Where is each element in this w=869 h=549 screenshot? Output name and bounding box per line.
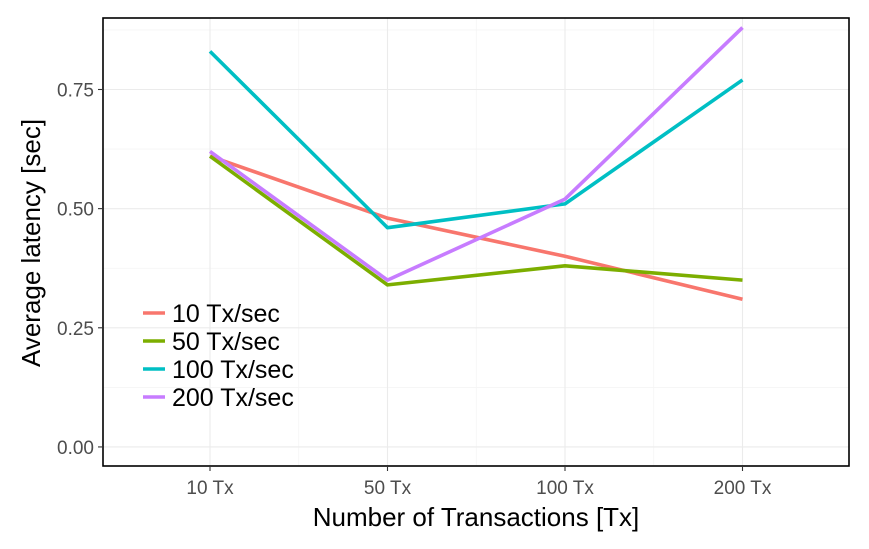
y-tick-label: 0.25 <box>57 319 94 340</box>
series-line-3 <box>208 50 744 230</box>
legend-label-2: 50 Tx/sec <box>172 328 280 356</box>
y-tick-label: 0.00 <box>57 438 94 459</box>
legend-label-1: 10 Tx/sec <box>172 300 280 328</box>
series-line-1 <box>209 154 743 301</box>
series-line-2 <box>208 154 743 287</box>
x-tick-label: 50 Tx <box>364 478 412 499</box>
plot-border <box>102 17 850 467</box>
legend-label-4: 200 Tx/sec <box>172 384 294 412</box>
y-axis: 0.00 0.25 0.50 0.75 <box>57 80 103 459</box>
y-axis-title: Average latency [sec] <box>16 119 46 367</box>
grid <box>103 18 849 466</box>
x-axis-title: Number of Transactions [Tx] <box>313 502 640 532</box>
x-tick-label: 200 Tx <box>714 478 772 499</box>
x-axis: 10 Tx 50 Tx 100 Tx 200 Tx <box>186 466 772 499</box>
series-line-4 <box>208 26 744 282</box>
series-lines <box>208 26 744 301</box>
legend-label-3: 100 Tx/sec <box>172 356 294 384</box>
y-tick-label: 0.75 <box>57 80 94 101</box>
y-tick-label: 0.50 <box>57 200 94 221</box>
x-tick-label: 10 Tx <box>186 478 234 499</box>
x-tick-label: 100 Tx <box>536 478 594 499</box>
